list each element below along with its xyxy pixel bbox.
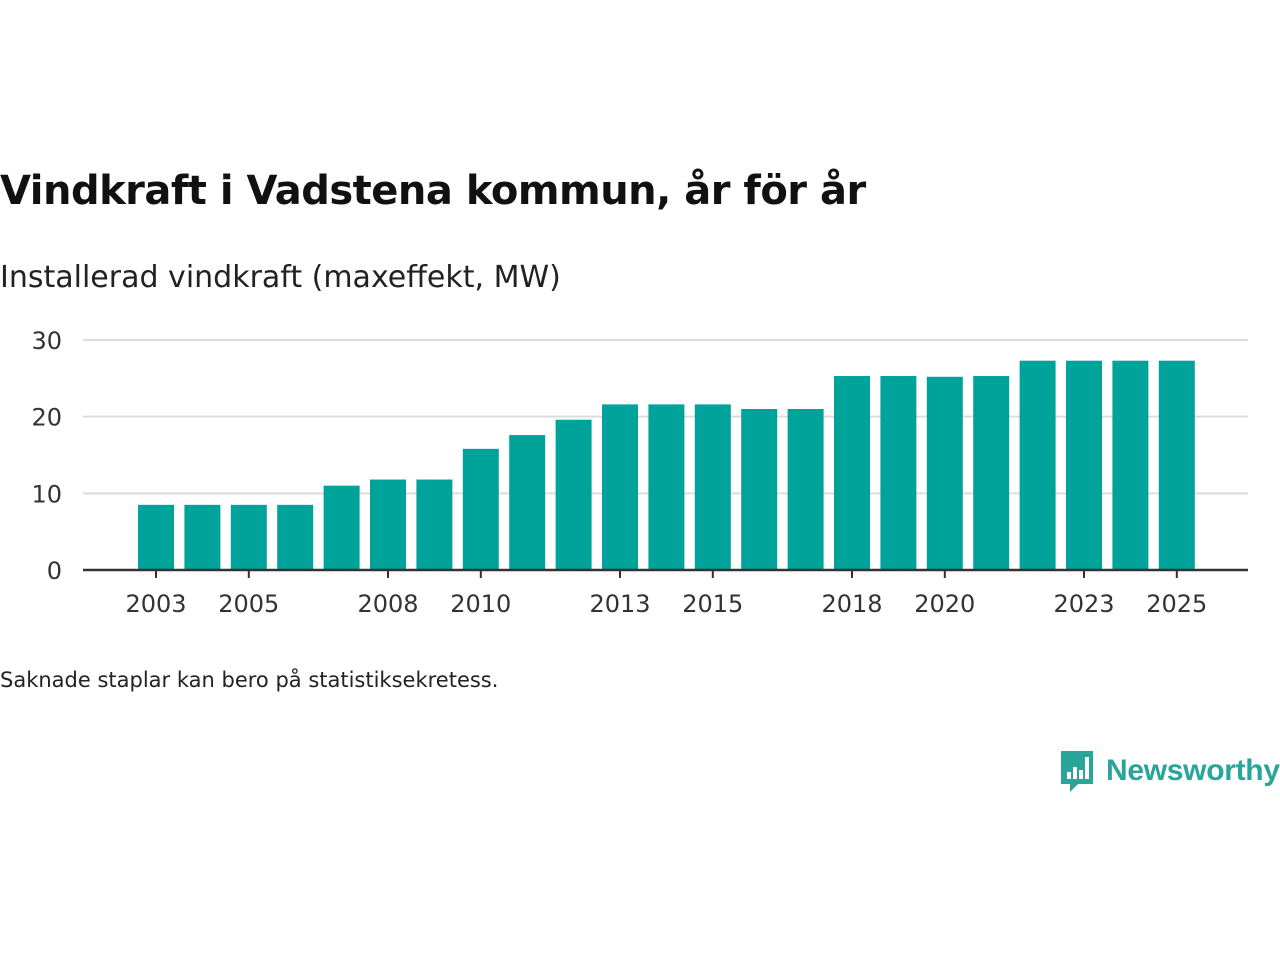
bar-2003 (138, 504, 174, 570)
chart-subtitle: Installerad vindkraft (maxeffekt, MW) (0, 260, 561, 295)
bar-2023 (1066, 360, 1102, 570)
bar-2008 (370, 479, 406, 570)
bar-2013 (602, 404, 638, 570)
bar-2006 (277, 504, 314, 570)
brand-name: Newsworthy (1106, 754, 1280, 787)
x-tick-label: 2010 (450, 590, 511, 618)
y-axis: 0 10 20 30 (31, 327, 62, 585)
bar-2020 (926, 376, 963, 570)
bar-2025 (1158, 360, 1195, 570)
x-tick-label: 2013 (589, 590, 650, 618)
chart-title: Vindkraft i Vadstena kommun, år för år (0, 168, 866, 214)
x-tick-label: 2003 (125, 590, 186, 618)
y-tick-label: 20 (31, 404, 62, 432)
bar-2015 (694, 404, 731, 570)
bar-2012 (555, 419, 592, 570)
newsworthy-logo: Newsworthy (1058, 748, 1280, 794)
bar-chart: 0 10 20 30 2003 2005 2008 2010 2013 2015 2018 2020… (31, 327, 1248, 618)
x-tick-label: 2018 (821, 590, 882, 618)
bar-2021 (973, 376, 1010, 570)
x-axis: 2003 2005 2008 2010 2013 2015 2018 2020 2023 2025 (125, 570, 1207, 618)
bar-2022 (1019, 360, 1056, 570)
bar-2010 (462, 448, 499, 570)
bar-2014 (648, 404, 685, 570)
bars (138, 360, 1195, 570)
x-tick-label: 2008 (357, 590, 418, 618)
bar-2018 (834, 376, 870, 570)
bar-2005 (230, 504, 267, 570)
footnote: Saknade staplar kan bero på statistiksek… (0, 668, 499, 692)
y-tick-label: 0 (47, 557, 62, 585)
bar-2019 (880, 376, 917, 570)
x-tick-label: 2023 (1053, 590, 1114, 618)
y-tick-label: 30 (31, 327, 62, 355)
bar-2009 (416, 479, 453, 570)
x-tick-label: 2020 (914, 590, 975, 618)
y-tick-label: 10 (31, 480, 62, 508)
bar-2011 (509, 435, 546, 570)
bar-2007 (323, 485, 360, 570)
bar-2024 (1112, 360, 1149, 570)
bar-2004 (184, 504, 221, 570)
bar-2017 (787, 409, 824, 570)
bar-2016 (741, 409, 778, 570)
x-tick-label: 2015 (682, 590, 743, 618)
x-tick-label: 2005 (218, 590, 279, 618)
x-tick-label: 2025 (1146, 590, 1207, 618)
newsworthy-logo-icon (1061, 751, 1093, 792)
